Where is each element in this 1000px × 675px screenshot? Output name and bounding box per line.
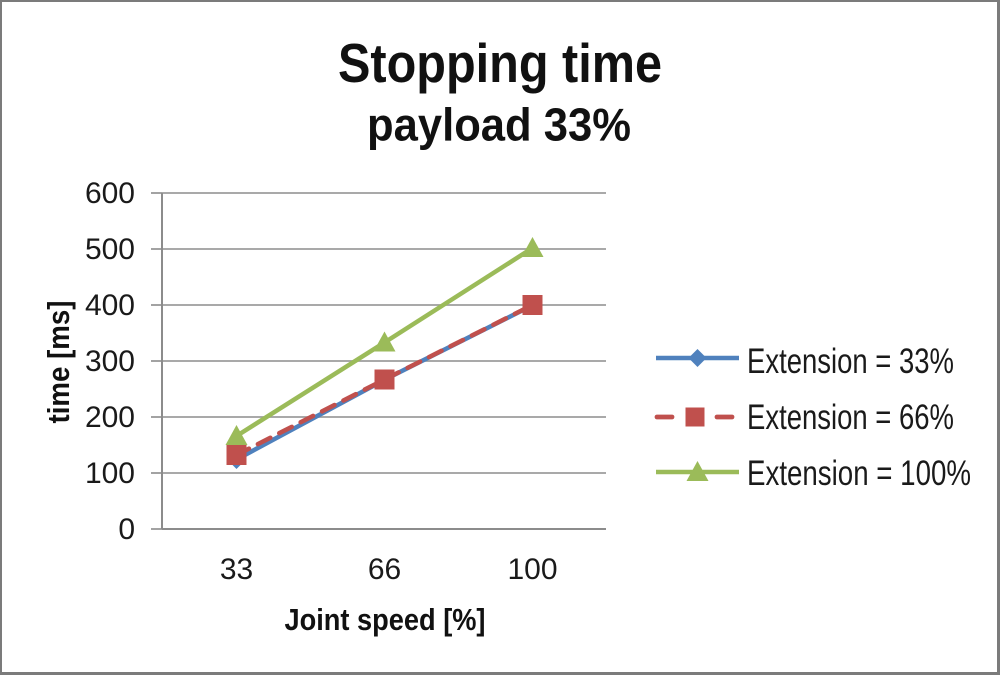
svg-text:100: 100 xyxy=(507,553,557,586)
svg-text:66: 66 xyxy=(368,553,401,586)
svg-text:500: 500 xyxy=(85,233,135,266)
svg-text:Extension = 33%: Extension = 33% xyxy=(747,342,954,381)
svg-text:100: 100 xyxy=(85,457,135,490)
svg-text:33: 33 xyxy=(220,553,253,586)
svg-text:Joint speed [%]: Joint speed [%] xyxy=(285,602,486,637)
svg-text:Extension = 66%: Extension = 66% xyxy=(747,398,954,437)
svg-text:payload 33%: payload 33% xyxy=(367,99,631,151)
svg-text:Stopping time: Stopping time xyxy=(338,32,662,94)
svg-text:400: 400 xyxy=(85,289,135,322)
svg-text:Extension = 100%: Extension = 100% xyxy=(747,454,971,493)
svg-text:600: 600 xyxy=(85,177,135,210)
svg-text:0: 0 xyxy=(118,513,135,546)
svg-text:time [ms]: time [ms] xyxy=(41,301,76,424)
svg-text:200: 200 xyxy=(85,401,135,434)
svg-text:300: 300 xyxy=(85,345,135,378)
